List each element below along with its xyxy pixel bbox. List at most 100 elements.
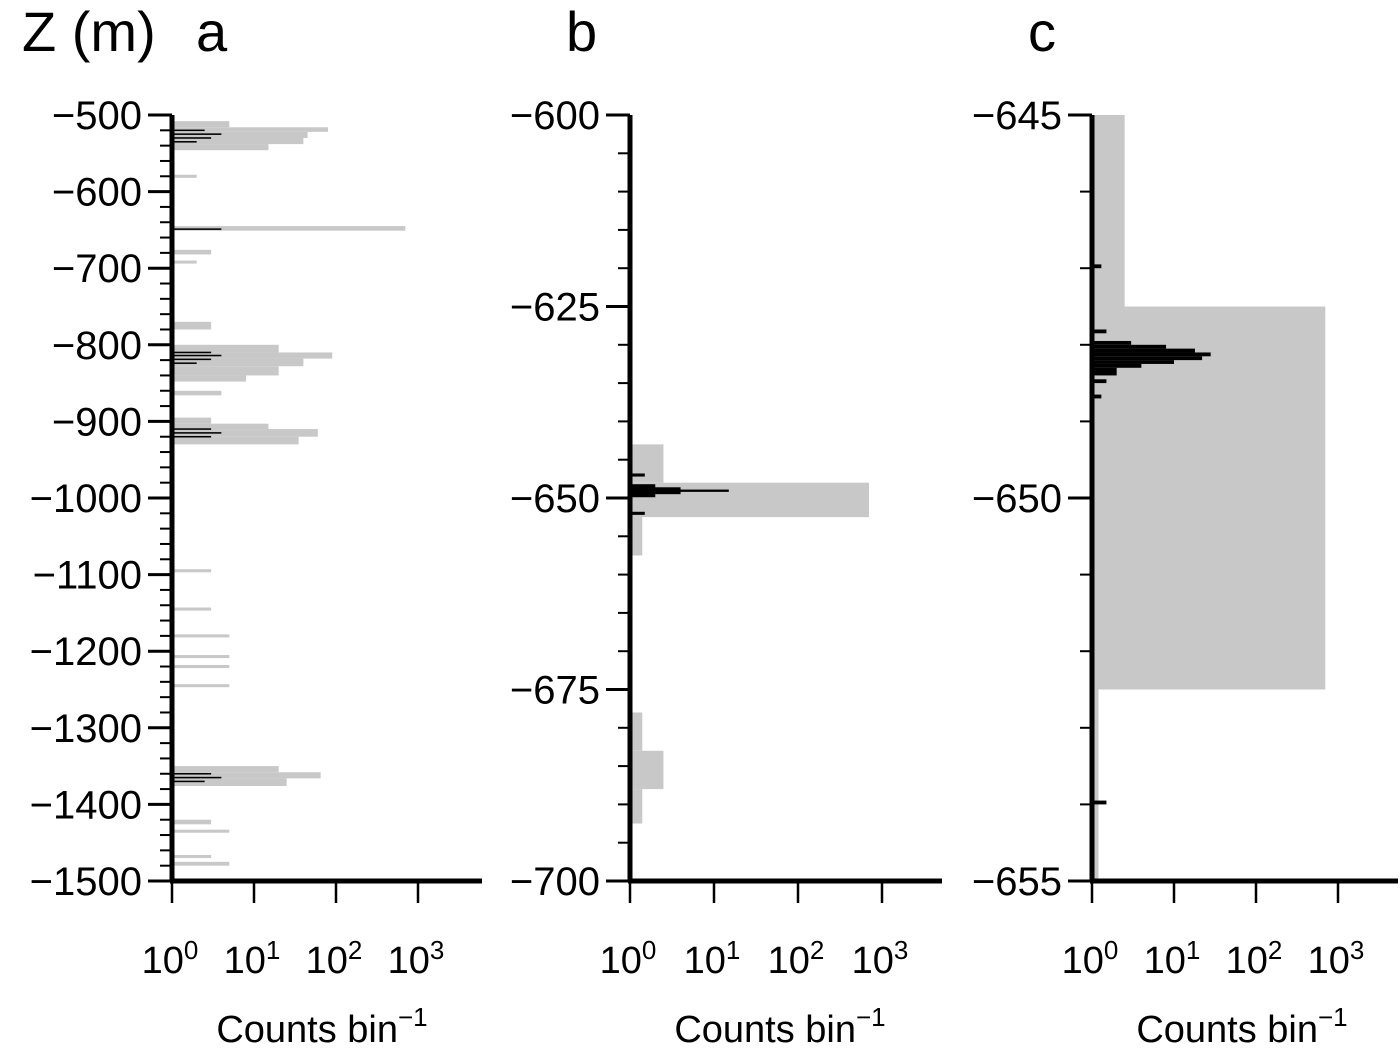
panel-a-y-tick-label: −800: [52, 324, 142, 368]
panel-a-series-0-bar: [172, 429, 318, 437]
panel-a-series-0-bar: [172, 664, 230, 669]
panel-b-x-axis-label: Counts bin−1: [674, 1002, 885, 1049]
panel-b-series-1-bar: [630, 511, 645, 515]
panel-a-series-1-bar: [172, 141, 197, 143]
panel-c-series-1-bar: [1092, 340, 1132, 345]
panel-a-x-tick-label: 101: [224, 935, 281, 982]
panel-a-x-tick-label: 100: [142, 935, 199, 982]
panel-a-series-0-bar: [172, 131, 308, 138]
panel-a-series-1-bar: [172, 354, 222, 357]
panel-b-series-0-bar: [630, 712, 643, 751]
panel-a-series-1-bar: [172, 351, 212, 354]
panel-c-series-1-bar: [1092, 367, 1117, 376]
panel-b-series-0-bar: [630, 444, 664, 483]
panel-c-series-1-bar: [1092, 394, 1102, 399]
panel-c-series-1-bar: [1092, 356, 1203, 361]
panel-a-series-0-bar: [172, 861, 230, 866]
panel-a-y-tick-label: −700: [52, 247, 142, 291]
panel-a-series-0-bar: [172, 436, 299, 445]
panel-a-series-0-bar: [172, 634, 230, 638]
panel-a-series-0-bar: [172, 344, 279, 353]
panel-c-series-1-bar: [1092, 360, 1174, 364]
panel-a-series-0-bar: [172, 684, 230, 688]
panel-a-x-axis-label: Counts bin−1: [216, 1002, 427, 1049]
panel-c-series-1-bar: [1092, 352, 1211, 357]
panel-a-series-0-bar: [172, 260, 197, 264]
panel-a-series-0-bar: [172, 127, 329, 132]
panel-a-series-0-bar: [172, 655, 230, 659]
panel-b-y-tick-label: −700: [510, 860, 600, 904]
panel-c-x-tick-label: 103: [1308, 935, 1365, 982]
panel-c-series-1-bar: [1092, 348, 1195, 353]
panel-c-series-1-bar: [1092, 379, 1107, 384]
panel-a-x-tick-label: 102: [306, 935, 363, 982]
panel-a-y-tick-label: −1500: [30, 860, 142, 904]
panel-a-y-tick-label: −1200: [30, 630, 142, 674]
panel-c-y-tick-label: −650: [972, 477, 1062, 521]
panel-a-series-1-bar: [172, 428, 212, 430]
panel-b-series-1-bar: [630, 484, 656, 498]
panel-a-series-0-bar: [172, 375, 247, 382]
panel-a-y-tick-label: −500: [52, 94, 142, 138]
panel-b-series-0-bar: [630, 517, 643, 556]
panel-a-series-1-bar: [172, 780, 205, 783]
panel-a-series-0-bar: [172, 607, 212, 611]
panel-a-series-0-bar: [172, 366, 279, 376]
panel-a-series-1-bar: [172, 432, 222, 434]
panel-a-series-0-bar: [172, 174, 197, 178]
panel-a-series-0-bar: [172, 226, 406, 231]
panel-b-y-tick-label: −675: [510, 669, 600, 713]
panel-a-series-0-bar: [172, 829, 230, 833]
panel-a-y-tick-label: −1400: [30, 783, 142, 827]
panel-a-series-0-bar: [172, 321, 212, 330]
panel-b-series-0-bar: [630, 789, 643, 824]
panel-a-series-0-bar: [172, 358, 304, 367]
panel-a-series-1-bar: [172, 228, 222, 230]
panel-a-series-0-bar: [172, 819, 212, 825]
panel-c-series-1-bar: [1092, 329, 1107, 334]
panel-a-series-1-bar: [172, 362, 197, 364]
panel-a-series-0-bar: [172, 137, 304, 145]
panel-a-series-0-bar: [172, 766, 279, 773]
panel-c-series-0-bar: [1092, 306, 1326, 690]
panel-c-x-tick-label: 102: [1226, 935, 1283, 982]
panel-a-series-1-bar: [172, 435, 212, 438]
panel-a-series-0-bar: [172, 569, 212, 573]
panel-a-series-0-bar: [172, 390, 222, 396]
panel-a-series-0-bar: [172, 352, 333, 359]
panel-b-series-0-bar: [630, 750, 664, 790]
panel-a-series-0-bar: [172, 144, 269, 151]
panel-c-x-axis-label: Counts bin−1: [1136, 1002, 1347, 1049]
panel-c-label: c: [1028, 0, 1056, 63]
panel-b-y-tick-label: −650: [510, 477, 600, 521]
panel-b-x-tick-label: 101: [684, 935, 741, 982]
panel-c-series-1-bar: [1092, 264, 1102, 269]
panel-a-y-tick-label: −1000: [30, 477, 142, 521]
panel-a-series-1-bar: [172, 772, 212, 775]
panel-a-series-1-bar: [172, 133, 222, 135]
panel-c-series-1-bar: [1092, 363, 1142, 368]
panel-a: −500 −600 −700 −800 −900 −1000 −1100 −1200 −1300…: [30, 94, 482, 1049]
panel-a-y-tick-label: −1100: [33, 554, 142, 598]
panel-b-x-tick-label: 102: [768, 935, 825, 982]
z-axis-unit-label: Z (m): [22, 0, 156, 63]
panel-c-x-tick-label: 101: [1144, 935, 1201, 982]
panel-a-series-0-bar: [172, 121, 230, 128]
panel-c-y-tick-label: −655: [972, 860, 1062, 904]
panel-c-series-1-bar: [1092, 800, 1107, 805]
panel-c-y-tick-label: −645: [972, 94, 1062, 138]
panel-a-series-1-bar: [172, 776, 222, 779]
panel-a-y-tick-label: −1300: [30, 707, 142, 751]
panel-a-series-1-bar: [172, 358, 212, 361]
panel-c-series-1-bar: [1092, 344, 1167, 349]
panel-c-series-0-bar: [1092, 115, 1125, 307]
panel-a-y-tick-label: −600: [52, 171, 142, 215]
panel-c-series-0-bar: [1092, 689, 1099, 881]
panel-a-label: a: [196, 0, 228, 63]
panel-a-series-1-bar: [172, 129, 205, 132]
panel-a-series-0-bar: [172, 778, 287, 787]
panel-a-series-0-bar: [172, 423, 269, 430]
panel-b-y-tick-label: −600: [510, 94, 600, 138]
